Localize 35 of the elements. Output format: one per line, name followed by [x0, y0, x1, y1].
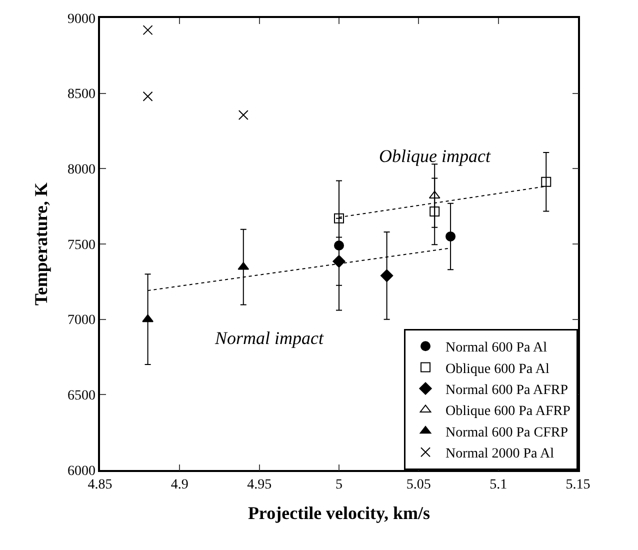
legend-label: Oblique 600 Pa Al — [446, 362, 550, 377]
point — [541, 176, 552, 187]
point — [430, 206, 440, 216]
x-tick-label: 4.9 — [170, 478, 188, 493]
point — [142, 25, 153, 36]
point — [238, 110, 248, 120]
legend-label: Normal 600 Pa CFRP — [446, 425, 568, 440]
point — [142, 91, 153, 102]
y-tick-label: 9000 — [67, 12, 96, 27]
x-tick-label: 5.05 — [406, 478, 431, 493]
y-tick-label: 7500 — [67, 238, 96, 253]
legend-label: Normal 600 Pa Al — [446, 340, 548, 356]
legend-label: Normal 600 Pa AFRP — [446, 382, 568, 398]
point — [142, 314, 154, 322]
point — [332, 254, 346, 268]
y-axis-title: Temperature, K — [31, 182, 52, 306]
x-tick-label: 4.95 — [247, 478, 272, 493]
x-tick-label: 5.15 — [566, 478, 590, 493]
x-tick-label: 5 — [336, 478, 342, 493]
y-tick-label: 8000 — [67, 162, 96, 178]
point — [446, 231, 456, 242]
y-tick-label: 6500 — [67, 388, 96, 404]
point — [334, 213, 344, 224]
annotation: Normal impact — [214, 328, 324, 348]
legend-label: Normal 2000 Pa Al — [446, 446, 554, 462]
x-tick-label: 4.85 — [88, 478, 112, 493]
y-tick-label: 7000 — [67, 313, 96, 328]
point — [428, 190, 440, 199]
annotation: Oblique impact — [379, 146, 492, 166]
x-axis-title: Projectile velocity, km/s — [248, 503, 430, 524]
y-tick-label: 6000 — [67, 464, 96, 479]
x-tick-label: 5.1 — [490, 478, 508, 493]
legend-label: Oblique 600 Pa AFRP — [446, 404, 571, 420]
y-tick-label: 8500 — [67, 87, 96, 102]
point — [380, 269, 394, 282]
